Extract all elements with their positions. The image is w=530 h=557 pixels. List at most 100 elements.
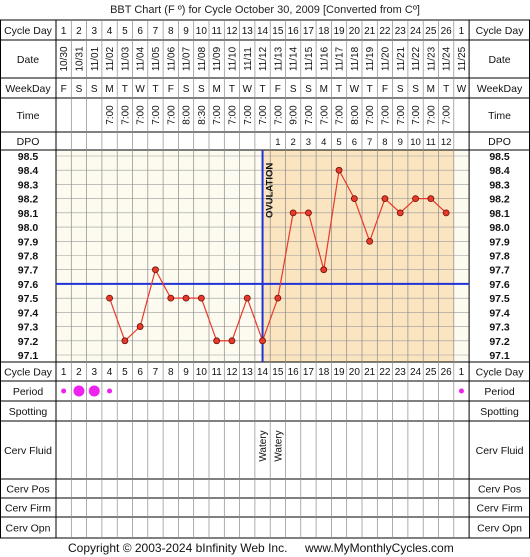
date-cell: 11/16	[319, 46, 330, 71]
weekday-cell: T	[443, 84, 449, 95]
temperature-point[interactable]	[106, 294, 113, 302]
ytick-label: 97.3	[18, 322, 39, 334]
cycle-day-cell: 12	[226, 26, 238, 37]
ytick-label-right: 98.4	[489, 165, 510, 177]
weekday-cell: M	[105, 84, 113, 95]
date-cell: 11/19	[365, 46, 376, 71]
temperature-point[interactable]	[228, 337, 236, 345]
cycle-day-cell-bottom: 18	[318, 367, 330, 378]
temperature-point[interactable]	[350, 195, 358, 203]
temperature-point[interactable]	[442, 209, 450, 217]
temperature-point[interactable]	[121, 337, 129, 345]
weekday-cell: F	[61, 84, 67, 95]
temperature-point[interactable]	[243, 294, 251, 302]
temperature-point[interactable]	[381, 195, 389, 203]
temperature-point[interactable]	[259, 337, 266, 345]
temperature-point[interactable]	[274, 294, 282, 302]
date-cell: 10/31	[74, 46, 85, 71]
date-cell: 10/30	[59, 46, 70, 71]
ytick-label: 98.1	[18, 208, 39, 220]
temperature-point[interactable]	[197, 294, 205, 302]
row-label-date: Date	[17, 54, 39, 66]
cycle-day-cell: 9	[183, 26, 189, 37]
row-labels: Cycle Day Cycle Day Date Date WeekDay WeekDay…	[4, 25, 524, 535]
time-cell: 7:00	[273, 105, 284, 125]
weekday-cell: S	[290, 84, 297, 95]
cycle-day-cell: 20	[349, 26, 361, 37]
weekday-cell: S	[397, 84, 404, 95]
temperature-point[interactable]	[182, 294, 190, 302]
date-cell: 11/01	[90, 46, 101, 71]
ytick-label-right: 97.4	[489, 307, 510, 319]
ytick-label-right: 98.5	[489, 151, 510, 163]
ytick-label-right: 97.2	[489, 336, 510, 348]
ytick-label: 97.9	[18, 236, 39, 248]
temperature-point[interactable]	[305, 209, 312, 217]
weekday-cell: T	[336, 84, 342, 95]
cycle-day-cell-bottom: 12	[226, 367, 238, 378]
cycle-day-cell: 23	[395, 26, 407, 37]
temperature-point[interactable]	[366, 237, 374, 245]
dpo-cell: 12	[441, 137, 452, 148]
temperature-point[interactable]	[396, 209, 404, 217]
date-cell: 11/13	[273, 46, 284, 71]
ytick-label-right: 98.0	[489, 222, 510, 234]
cycle-day-cell-bottom: 16	[288, 367, 300, 378]
temperature-point[interactable]	[167, 294, 175, 302]
dpo-cell: 4	[321, 137, 326, 148]
site-link[interactable]: www.MyMonthlyCycles.com	[304, 541, 454, 555]
weekday-cell: S	[76, 84, 83, 95]
time-cell: 8:00	[182, 105, 193, 125]
time-cell: 7:00	[396, 105, 407, 125]
period-light-dot	[458, 388, 464, 394]
time-cell: 8:30	[197, 105, 208, 125]
row-label-time: Time	[17, 110, 40, 122]
row-label-right-cycle-day: Cycle Day	[476, 367, 525, 379]
ovulation-label: OVULATION	[265, 163, 276, 218]
period-heavy-dot	[73, 385, 85, 397]
temperature-point[interactable]	[213, 337, 221, 345]
cycle-day-cell-bottom: 24	[410, 367, 422, 378]
temperature-point[interactable]	[136, 323, 144, 330]
cycle-day-cell-bottom: 15	[272, 367, 284, 378]
time-cell: 7:00	[120, 105, 131, 125]
date-cell: 11/06	[166, 46, 177, 71]
row-label-right-cerv-fluid: Cerv Fluid	[476, 445, 524, 457]
time-cell: 7:00	[243, 105, 254, 125]
weekday-cell: M	[427, 84, 435, 95]
cycle-day-cell-bottom: 7	[153, 367, 159, 378]
weekday-cell: S	[91, 84, 98, 95]
weekday-cell: S	[305, 84, 312, 95]
temperature-point[interactable]	[320, 266, 328, 274]
cycle-day-cell-bottom: 17	[303, 367, 315, 378]
temperature-point[interactable]	[335, 166, 343, 174]
date-cell: 11/20	[380, 46, 391, 71]
ytick-label-right: 98.3	[489, 179, 510, 191]
weekday-cell: T	[152, 84, 158, 95]
time-cell: 7:00	[166, 105, 177, 125]
cycle-day-cell-bottom: 9	[183, 367, 189, 378]
time-cell: 7:00	[151, 105, 162, 125]
date-cell: 11/11	[243, 47, 254, 71]
cycle-day-cell-bottom: 2	[76, 367, 82, 378]
ytick-label: 97.7	[18, 265, 39, 277]
temperature-point[interactable]	[152, 266, 159, 274]
weekday-cell: F	[275, 84, 281, 95]
temperature-point[interactable]	[427, 195, 435, 203]
date-cell: 11/05	[151, 46, 162, 71]
ytick-label: 97.1	[18, 350, 39, 362]
date-cell: 11/03	[120, 46, 131, 71]
ytick-label-right: 97.6	[489, 279, 510, 291]
ytick-label-right: 98.1	[489, 208, 510, 220]
time-cell: 7:00	[426, 105, 437, 125]
cycle-day-cell-bottom: 8	[168, 367, 174, 378]
ytick-label-right: 97.8	[489, 251, 510, 263]
temperature-point[interactable]	[289, 209, 297, 217]
temperature-series: OVULATION	[56, 150, 470, 362]
temperature-point[interactable]	[412, 195, 419, 203]
time-cell: 7:00	[105, 105, 116, 125]
cycle-day-cell: 13	[242, 26, 254, 37]
dpo-cell: 2	[291, 137, 296, 148]
weekday-cell: T	[367, 84, 373, 95]
ytick-label-right: 97.9	[489, 236, 510, 248]
